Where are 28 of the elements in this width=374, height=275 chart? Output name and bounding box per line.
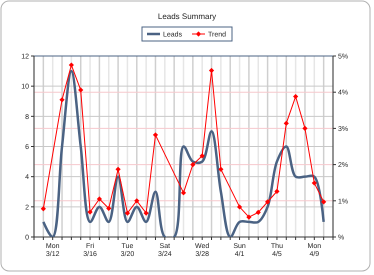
point <box>264 199 270 204</box>
point <box>180 190 186 196</box>
point <box>284 120 289 126</box>
point <box>200 153 205 159</box>
point <box>274 188 280 194</box>
point <box>144 210 149 216</box>
point <box>321 199 326 204</box>
point <box>246 214 252 220</box>
point <box>256 210 261 215</box>
point <box>40 206 46 212</box>
point <box>59 97 65 102</box>
point <box>106 206 112 211</box>
point <box>302 126 308 131</box>
point <box>87 209 93 215</box>
point <box>78 87 84 93</box>
point <box>96 196 102 202</box>
point <box>68 62 74 68</box>
point <box>115 166 121 172</box>
point <box>218 166 224 172</box>
point <box>152 132 158 138</box>
point <box>312 180 317 186</box>
point <box>190 162 196 168</box>
point <box>293 94 298 100</box>
point <box>134 198 140 204</box>
chart-title: Leads Summary <box>158 12 216 21</box>
point <box>236 204 242 210</box>
point <box>208 68 214 74</box>
point <box>124 210 130 216</box>
